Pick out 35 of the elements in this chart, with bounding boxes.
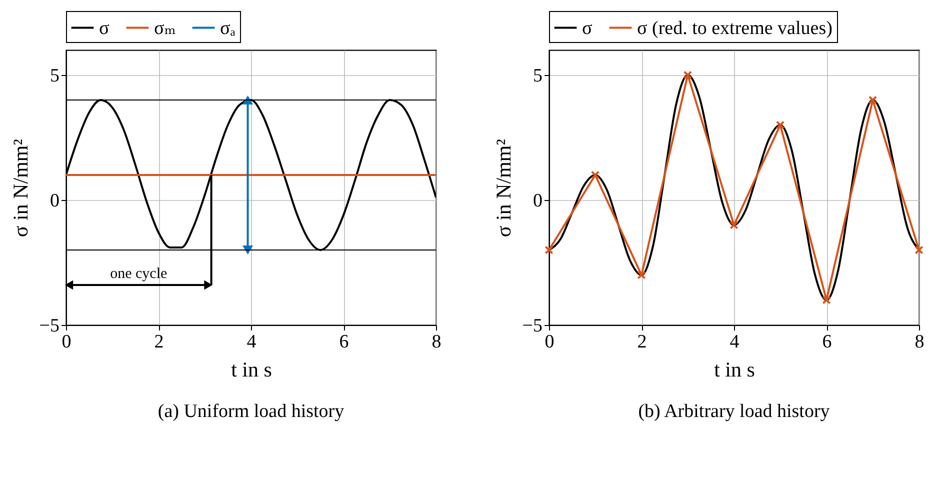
x-tick-label: 8: [914, 332, 924, 352]
point: [868, 96, 878, 104]
x-tick-label: 4: [246, 332, 257, 352]
point: [822, 296, 831, 304]
text: (a) Uniform load history: [158, 401, 345, 422]
y-tick-label: −5: [39, 316, 60, 336]
legend-label: σ (red. to extreme values): [637, 18, 832, 39]
legend-label: σₐ: [220, 18, 236, 39]
y-tick-label: 5: [533, 66, 542, 86]
y-tick-label: 0: [50, 190, 60, 212]
y-tick-label: −5: [522, 316, 542, 336]
x-tick-label: 4: [730, 332, 740, 352]
point: [730, 220, 738, 230]
x-tick-label: 2: [154, 332, 164, 352]
point: [637, 270, 646, 280]
legend-label: σ: [582, 18, 592, 39]
point: [683, 70, 692, 80]
y-axis-title: σ in N/mm²: [8, 138, 32, 238]
point: [590, 170, 600, 180]
x-tick-label: 8: [432, 332, 442, 352]
annotation: one cycle: [110, 266, 168, 282]
y-tick-label: 5: [50, 66, 60, 86]
x-axis-title: t in s: [231, 358, 272, 382]
x-tick-label: 2: [637, 332, 647, 352]
y-tick-label: 0: [533, 190, 542, 212]
point: [544, 246, 554, 254]
point: [914, 246, 924, 254]
x-tick-label: 6: [339, 332, 349, 352]
x-axis-title: t in s: [714, 358, 755, 382]
x-tick-label: 6: [822, 332, 832, 352]
y-axis-title: σ in N/mm²: [491, 138, 516, 238]
legend-label: σₘ: [154, 18, 176, 39]
legend-label: σ: [99, 18, 110, 39]
point: [776, 120, 785, 130]
text: (b) Arbitrary load history: [638, 401, 830, 422]
